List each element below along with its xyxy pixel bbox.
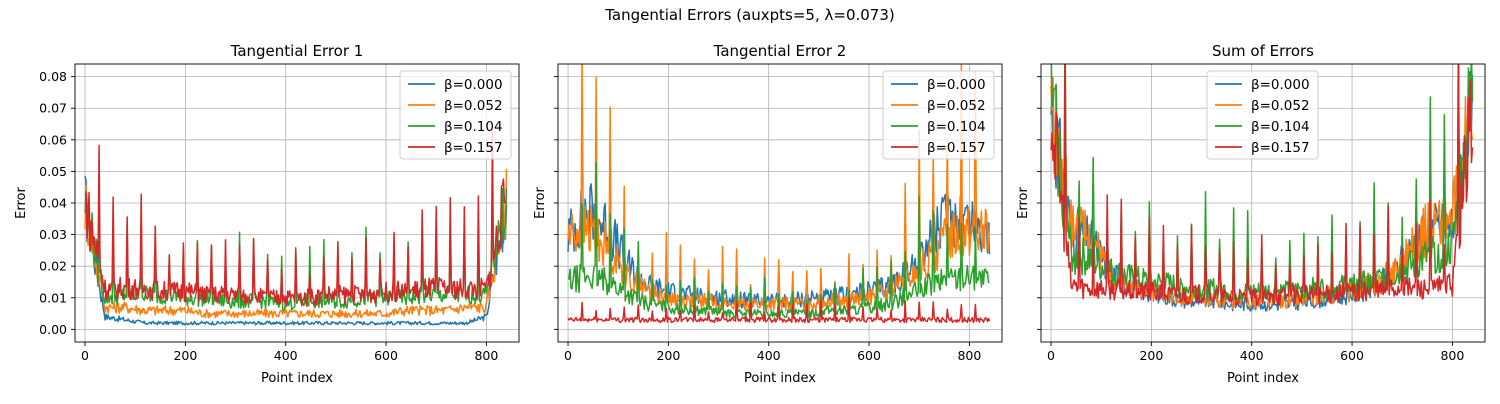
- panel-3: 0 200 400 600 800 Sum of Errors Point index Err…: [1016, 42, 1486, 386]
- legend-label-4: β=0.157: [1251, 140, 1310, 156]
- y-tick-label: 0.02: [39, 259, 67, 274]
- panel-1: 0 200 400 600 800 0.00 0.01 0.02 0.03 0.04 0.05 0.0…: [14, 42, 520, 386]
- x-tick-label: 0: [564, 348, 572, 363]
- series-line-4: [1050, 64, 1474, 307]
- y-tick-label: 0.08: [39, 69, 67, 84]
- series-line-4: [567, 296, 991, 324]
- legend: β=0.000 β=0.052 β=0.104 β=0.157: [1206, 70, 1319, 160]
- x-tick-label: 600: [374, 348, 398, 363]
- panel-title: Tangential Error 2: [713, 42, 847, 60]
- legend-label-4: β=0.157: [927, 140, 986, 156]
- panel-title: Sum of Errors: [1212, 42, 1314, 60]
- x-tick-label: 200: [173, 348, 197, 363]
- x-axis-label: Point index: [1227, 371, 1299, 386]
- legend-box: [1206, 70, 1319, 160]
- x-tick-label: 800: [1440, 348, 1464, 363]
- legend: β=0.000 β=0.052 β=0.104 β=0.157: [882, 70, 995, 160]
- figure-title: Tangential Errors (auxpts=5, λ=0.073): [604, 6, 895, 24]
- series-line-4: [84, 131, 507, 308]
- panel-2: 0 200 400 600 800 Tangential Error 2 Point ind…: [533, 42, 1003, 386]
- y-tick-label: 0.03: [39, 227, 67, 242]
- panel-title: Tangential Error 1: [230, 42, 364, 60]
- y-tick-label: 0.04: [39, 196, 67, 211]
- y-tick-label: 0.06: [39, 132, 67, 147]
- y-axis-label: Error: [14, 187, 29, 219]
- x-tick-label: 200: [656, 348, 680, 363]
- series-group: [1050, 64, 1474, 312]
- y-axis-label: Error: [1016, 187, 1031, 219]
- x-tick-label: 600: [1340, 348, 1364, 363]
- legend-label-2: β=0.052: [927, 98, 986, 114]
- legend-label-4: β=0.157: [444, 140, 503, 156]
- legend-label-2: β=0.052: [444, 98, 503, 114]
- x-axis-label: Point index: [261, 371, 333, 386]
- y-tick-label: 0.00: [39, 322, 67, 337]
- series-group: [84, 131, 508, 326]
- series-line-2: [84, 169, 508, 319]
- legend-label-3: β=0.104: [927, 119, 986, 135]
- x-tick-label: 800: [957, 348, 981, 363]
- x-axis-label: Point index: [744, 371, 816, 386]
- series-line-3: [567, 161, 990, 319]
- y-tick-label: 0.07: [39, 101, 67, 116]
- x-tick-label: 800: [474, 348, 498, 363]
- legend-box: [882, 70, 995, 160]
- x-tick-label: 0: [81, 348, 89, 363]
- x-tick-label: 400: [757, 348, 781, 363]
- x-tick-label: 600: [857, 348, 881, 363]
- legend-box: [399, 70, 512, 160]
- x-tick-label: 400: [1240, 348, 1264, 363]
- legend-label-1: β=0.000: [1251, 77, 1310, 93]
- legend-label-1: β=0.000: [444, 77, 503, 93]
- x-tick-label: 400: [274, 348, 298, 363]
- legend-label-1: β=0.000: [927, 77, 986, 93]
- legend-label-3: β=0.104: [1251, 119, 1310, 135]
- y-axis-label: Error: [533, 187, 548, 219]
- x-tick-label: 0: [1047, 348, 1055, 363]
- legend-label-2: β=0.052: [1251, 98, 1310, 114]
- legend-label-3: β=0.104: [444, 119, 503, 135]
- y-tick-label: 0.01: [39, 290, 67, 305]
- series-line-1: [84, 175, 508, 326]
- y-tick-label: 0.05: [39, 164, 67, 179]
- legend: β=0.000 β=0.052 β=0.104 β=0.157: [399, 70, 512, 160]
- x-tick-label: 200: [1139, 348, 1163, 363]
